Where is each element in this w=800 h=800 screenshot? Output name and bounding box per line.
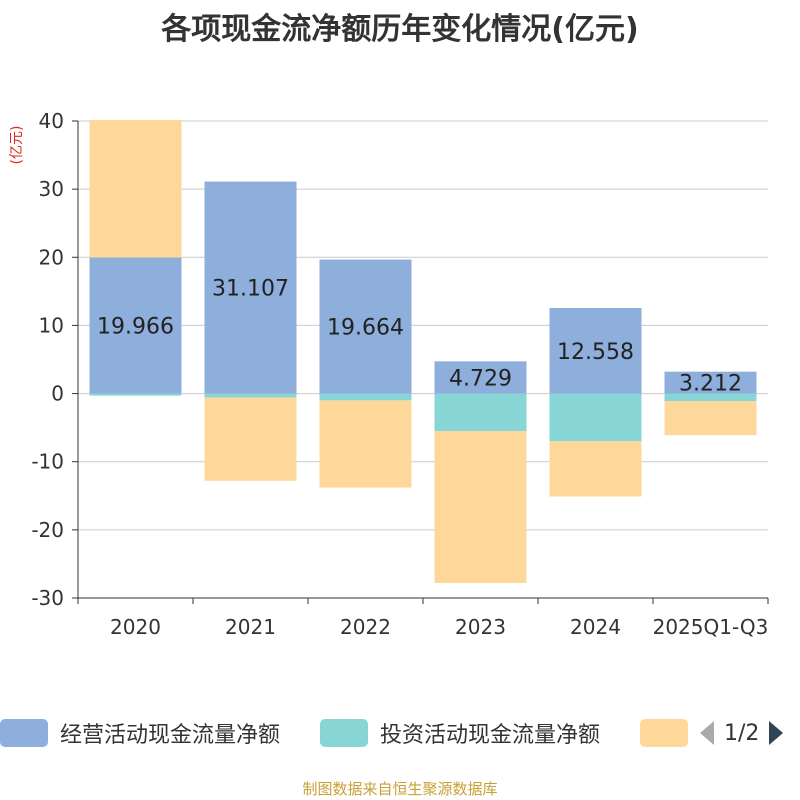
legend-label-operating: 经营活动现金流量净额 <box>60 723 281 748</box>
x-tick-label: 2023 <box>455 615 506 639</box>
bar-series1-2025Q1-Q3[interactable] <box>664 393 757 402</box>
y-tick-label: -30 <box>31 586 64 610</box>
bar-series2-2020[interactable] <box>89 119 182 258</box>
x-tick-label: 2024 <box>570 615 621 639</box>
y-tick-label: 0 <box>51 382 64 406</box>
bar-series1-2020[interactable] <box>89 393 182 396</box>
x-tick-label: 2020 <box>110 615 161 639</box>
y-tick-label: 20 <box>39 245 64 269</box>
legend-swatch-investing <box>320 719 368 747</box>
bar-series0-2025Q1-Q3[interactable] <box>664 371 757 394</box>
legend-item-financing[interactable] <box>640 718 688 748</box>
bar-series1-2022[interactable] <box>319 393 412 401</box>
legend-label-investing: 投资活动现金流量净额 <box>380 723 601 748</box>
bar-series2-2023[interactable] <box>434 431 527 584</box>
data-label-2025Q1-Q3: 3.212 <box>679 372 742 397</box>
bar-series0-2024[interactable] <box>549 307 642 394</box>
bar-series2-2024[interactable] <box>549 441 642 497</box>
bar-series1-2023[interactable] <box>434 393 527 432</box>
data-labels: 19.966 31.107 19.664 4.729 12.558 3.212 <box>97 277 742 397</box>
x-tick-label: 2021 <box>225 615 276 639</box>
data-label-2024: 12.558 <box>557 340 634 365</box>
y-tick-label: 40 <box>39 109 64 133</box>
legend-pager: 1/2 <box>698 718 785 748</box>
y-axis-unit-label: (亿元) <box>9 126 25 165</box>
bar-series0-2021[interactable] <box>204 181 297 394</box>
bar-series0-2020[interactable] <box>89 257 182 394</box>
y-tick-label: 10 <box>39 313 64 337</box>
data-label-2020: 19.966 <box>97 315 174 340</box>
x-tick-label: 2025Q1-Q3 <box>653 615 769 639</box>
y-tick-label: -20 <box>31 518 64 542</box>
y-tick-label: -10 <box>31 450 64 474</box>
data-label-2021: 31.107 <box>212 277 289 302</box>
legend-page-indicator: 1/2 <box>724 720 760 746</box>
prev-page-icon[interactable] <box>698 719 716 747</box>
axes: 40 30 20 10 0 -10 -20 -30 2020 2021 2022 2023 2024 20… <box>31 109 769 639</box>
legend: 经营活动现金流量净额 投资活动现金流量净额 1/2 <box>0 714 800 754</box>
y-tick-label: 30 <box>39 177 64 201</box>
bar-series1-2021[interactable] <box>204 393 297 398</box>
bar-series2-2025Q1-Q3[interactable] <box>664 401 757 436</box>
bar-series0-2023[interactable] <box>434 361 527 394</box>
legend-swatch-operating <box>0 719 48 747</box>
legend-item-investing[interactable]: 投资活动现金流量净额 <box>320 718 600 748</box>
bar-series2-2021[interactable] <box>204 397 297 481</box>
bar-series2-2022[interactable] <box>319 400 412 488</box>
bars <box>89 119 757 584</box>
chart-title: 各项现金流净额历年变化情况(亿元) <box>161 12 639 47</box>
legend-item-operating[interactable]: 经营活动现金流量净额 <box>0 718 280 748</box>
cash-flow-chart: 40 30 20 10 0 -10 -20 -30 2020 2021 2022 2023 2024 20… <box>9 109 769 639</box>
legend-swatch-financing <box>640 719 688 747</box>
source-note: 制图数据来自恒生聚源数据库 <box>302 780 498 798</box>
bar-series0-2022[interactable] <box>319 259 412 394</box>
next-page-icon[interactable] <box>767 719 785 747</box>
data-label-2023: 4.729 <box>449 366 512 391</box>
data-label-2022: 19.664 <box>327 316 404 341</box>
x-tick-label: 2022 <box>340 615 391 639</box>
bar-series1-2024[interactable] <box>549 393 642 442</box>
